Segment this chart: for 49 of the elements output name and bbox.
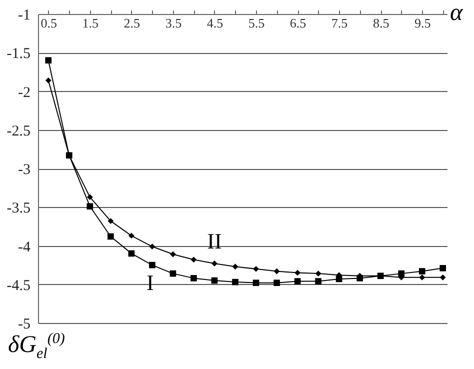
y-tick-label: -3	[18, 162, 30, 178]
point	[252, 280, 260, 286]
x-tick-label: 7.5	[331, 16, 348, 30]
y-tick-label: -1.5	[6, 46, 30, 62]
point	[128, 232, 134, 239]
point	[212, 260, 218, 266]
y-tick-label: -1	[18, 8, 30, 24]
point	[418, 268, 426, 274]
point	[149, 244, 156, 250]
x-tick-label: 2.5	[124, 16, 140, 30]
x-tick-label: 9.5	[414, 16, 431, 30]
point	[45, 57, 52, 64]
point	[419, 274, 426, 280]
point	[253, 266, 259, 272]
point	[315, 270, 322, 277]
x-tick-label: 6.5	[290, 16, 306, 30]
point	[86, 194, 93, 200]
y-tick-label: -4	[18, 239, 31, 256]
x-tick-label: 4.5	[206, 16, 224, 30]
x-tick-label: 1.5	[82, 16, 99, 30]
point	[170, 270, 176, 277]
point	[45, 77, 52, 84]
y-tick-label: -2	[18, 84, 30, 101]
x-tick-label: 3.5	[165, 16, 182, 30]
point	[294, 270, 300, 276]
y-tick-label: -5	[18, 316, 30, 332]
point	[190, 275, 197, 282]
point	[170, 251, 176, 258]
y-tick-label: -4.5	[6, 278, 30, 294]
point	[315, 278, 322, 284]
point	[440, 274, 446, 280]
point	[190, 256, 197, 263]
point	[232, 278, 238, 286]
point	[108, 218, 114, 224]
point	[232, 264, 238, 270]
y-tick-label: -2.5	[6, 123, 30, 140]
point	[294, 278, 301, 284]
point	[149, 262, 156, 268]
x-tick-label: 8.5	[372, 16, 390, 30]
x-tick-label: 0.5	[40, 16, 58, 30]
x-tick-label: 5.5	[248, 16, 265, 30]
point	[86, 203, 94, 210]
x-axis-title: α	[450, 0, 463, 27]
point	[128, 250, 135, 257]
y-tick-label: -3.5	[6, 200, 30, 217]
point	[108, 233, 114, 240]
point	[274, 280, 280, 286]
point	[440, 264, 446, 272]
point	[211, 277, 218, 284]
